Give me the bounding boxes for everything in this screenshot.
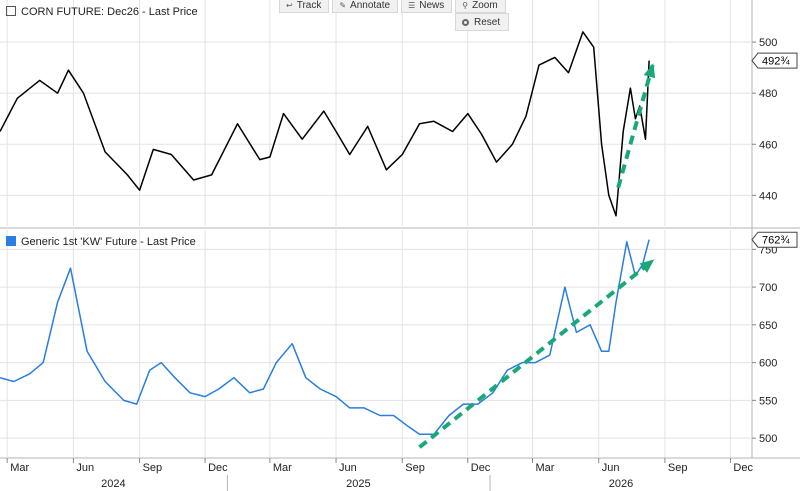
x-year-label: 2026 [609,478,633,490]
x-month-label: Sep [668,462,688,474]
series-line [0,239,650,436]
reset-button[interactable]: Reset [455,13,510,31]
y-tick-label: 480 [759,88,777,100]
x-year-label: 2024 [101,478,125,490]
news-button[interactable]: ☰ News [401,0,453,13]
last-price-badge: 492¾ [751,52,798,69]
circle-icon [462,18,469,26]
legend-label: CORN FUTURE: Dec26 - Last Price [21,6,198,18]
legend-label: Generic 1st 'KW' Future - Last Price [21,236,196,248]
y-tick-label: 500 [759,37,777,49]
x-month-label: Jun [76,462,94,474]
news-icon: ☰ [408,1,416,10]
x-month-label: Sep [143,462,163,474]
last-price-label: 492¾ [762,56,790,68]
trend-arrow-head [643,63,656,79]
x-month-label: Jun [339,462,357,474]
annotate-label: Annotate [350,0,391,11]
track-label: Track [296,0,322,11]
x-axis: Mar Jun Sep Dec Mar Jun Sep Dec Mar Jun Sep Dec 2024… [6,458,753,491]
annotate-button[interactable]: ✎ Annotate [332,0,399,13]
last-price-label: 762¾ [762,235,790,247]
badge-shape [751,52,798,69]
trend-arrow-shaft [616,64,655,189]
y-tick-label: 460 [759,139,777,151]
x-month-label: Dec [208,462,228,474]
last-price-badge: 762¾ [751,231,798,248]
series-line [0,31,650,217]
panel-2: 500 550 600 650 700 750 Generic 1st 'KW' Futur… [0,230,798,457]
legend-marker [6,6,16,16]
back-arrow-icon: ↩ [286,1,293,10]
chart-toolbar: ↩ Track ✎ Annotate ☰ News ⚲ Zoom [279,0,506,13]
trend-arrow-shaft [418,259,654,449]
y-tick-label: 700 [759,282,777,294]
x-month-label: Jun [602,462,620,474]
x-month-label: Dec [733,462,753,474]
magnifier-icon: ⚲ [462,1,469,10]
y-tick-label: 750 [759,244,777,256]
zoom-button[interactable]: ⚲ Zoom [455,0,506,13]
y-tick-label: 600 [759,358,777,370]
x-month-label: Mar [10,462,29,474]
pencil-icon: ✎ [339,1,347,10]
news-label: News [419,0,445,11]
zoom-label: Zoom [472,0,498,11]
badge-shape [751,231,798,248]
panel-1: 440 460 480 500 CORN FUTURE: Dec26 - Last Pr… [0,0,798,226]
reset-label: Reset [474,16,501,28]
x-month-label: Dec [471,462,491,474]
y-tick-label: 500 [759,433,777,445]
track-button[interactable]: ↩ Track [279,0,330,13]
legend-marker [6,236,16,246]
x-month-label: Mar [536,462,555,474]
y-tick-label: 440 [759,190,777,202]
trend-arrow-head [639,259,655,273]
x-month-label: Sep [405,462,425,474]
y-tick-label: 650 [759,320,777,332]
y-tick-label: 550 [759,395,777,407]
x-year-label: 2025 [346,478,370,490]
x-month-label: Mar [273,462,292,474]
